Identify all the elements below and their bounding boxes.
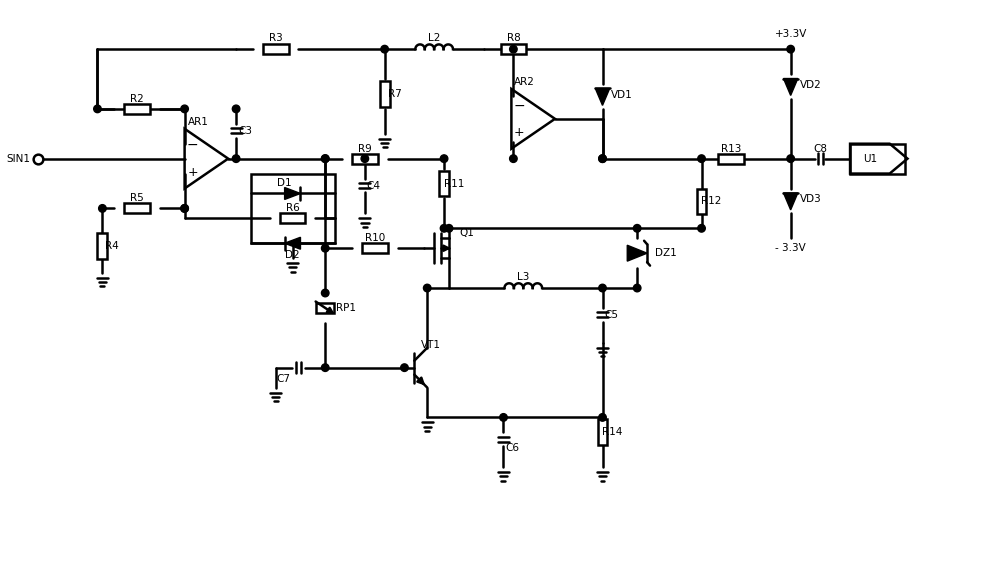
Text: +: + bbox=[187, 166, 198, 179]
Bar bbox=[124, 203, 150, 213]
Text: −: − bbox=[514, 98, 525, 112]
Circle shape bbox=[321, 155, 329, 162]
Circle shape bbox=[181, 205, 188, 212]
Circle shape bbox=[381, 45, 388, 53]
Circle shape bbox=[440, 155, 448, 162]
Polygon shape bbox=[285, 238, 300, 249]
Circle shape bbox=[698, 155, 705, 162]
Bar bbox=[97, 233, 107, 259]
Text: VT1: VT1 bbox=[421, 340, 441, 350]
Text: D1: D1 bbox=[277, 178, 292, 188]
Circle shape bbox=[321, 289, 329, 297]
Text: SIN1: SIN1 bbox=[6, 153, 30, 163]
Circle shape bbox=[99, 205, 106, 212]
Text: R10: R10 bbox=[365, 233, 385, 243]
Text: R4: R4 bbox=[105, 241, 119, 251]
Bar bbox=[718, 153, 744, 163]
Text: C6: C6 bbox=[505, 443, 519, 453]
Circle shape bbox=[787, 155, 794, 162]
Circle shape bbox=[232, 155, 240, 162]
Circle shape bbox=[361, 155, 369, 162]
Text: VD2: VD2 bbox=[800, 80, 821, 90]
Bar bbox=[124, 104, 150, 114]
Text: +3.3V: +3.3V bbox=[774, 29, 807, 39]
Text: L3: L3 bbox=[517, 272, 529, 282]
Polygon shape bbox=[783, 79, 798, 95]
Text: RP1: RP1 bbox=[336, 303, 356, 313]
Text: R12: R12 bbox=[701, 196, 722, 206]
Circle shape bbox=[633, 284, 641, 292]
Text: Q1: Q1 bbox=[459, 228, 474, 238]
Bar bbox=[316, 303, 334, 313]
Text: AR1: AR1 bbox=[188, 117, 208, 127]
Text: C8: C8 bbox=[813, 143, 827, 153]
Circle shape bbox=[510, 155, 517, 162]
Text: - 3.3V: - 3.3V bbox=[775, 243, 806, 253]
Circle shape bbox=[510, 45, 517, 53]
Circle shape bbox=[232, 105, 240, 113]
Circle shape bbox=[633, 225, 641, 232]
Circle shape bbox=[321, 245, 329, 252]
Bar bbox=[251, 173, 335, 243]
Text: R8: R8 bbox=[507, 33, 520, 43]
Text: R13: R13 bbox=[721, 143, 741, 153]
Text: VD1: VD1 bbox=[611, 90, 633, 100]
Text: C7: C7 bbox=[277, 373, 291, 383]
Circle shape bbox=[500, 413, 507, 421]
Bar bbox=[280, 213, 305, 223]
Text: C4: C4 bbox=[367, 181, 381, 191]
Circle shape bbox=[599, 284, 606, 292]
Bar bbox=[352, 153, 378, 163]
Circle shape bbox=[181, 205, 188, 212]
Bar bbox=[850, 143, 905, 173]
Circle shape bbox=[321, 155, 329, 162]
Text: L2: L2 bbox=[428, 33, 440, 43]
Text: U1: U1 bbox=[863, 153, 877, 163]
Polygon shape bbox=[285, 188, 300, 199]
Circle shape bbox=[401, 364, 408, 372]
Text: +: + bbox=[514, 126, 525, 139]
Circle shape bbox=[423, 284, 431, 292]
Circle shape bbox=[599, 413, 606, 421]
Bar bbox=[362, 243, 388, 253]
Text: R6: R6 bbox=[286, 203, 299, 213]
Bar bbox=[439, 171, 449, 196]
Circle shape bbox=[445, 225, 453, 232]
Text: C5: C5 bbox=[604, 310, 618, 320]
Circle shape bbox=[94, 105, 101, 113]
Bar bbox=[598, 419, 607, 445]
Bar bbox=[697, 189, 706, 215]
Text: C3: C3 bbox=[238, 126, 252, 136]
Text: R14: R14 bbox=[602, 427, 623, 437]
Text: R2: R2 bbox=[130, 94, 144, 104]
Circle shape bbox=[181, 105, 188, 113]
Circle shape bbox=[599, 155, 606, 162]
Text: R9: R9 bbox=[358, 143, 372, 153]
Bar bbox=[501, 44, 526, 54]
Text: R11: R11 bbox=[444, 179, 464, 189]
Bar bbox=[263, 44, 289, 54]
Circle shape bbox=[698, 225, 705, 232]
Text: R5: R5 bbox=[130, 193, 144, 203]
Circle shape bbox=[787, 45, 794, 53]
Text: AR2: AR2 bbox=[514, 77, 535, 87]
Polygon shape bbox=[783, 193, 798, 210]
Bar bbox=[380, 81, 390, 107]
Polygon shape bbox=[595, 88, 610, 105]
Text: R3: R3 bbox=[269, 33, 283, 43]
Polygon shape bbox=[627, 245, 647, 261]
Text: D2: D2 bbox=[285, 250, 300, 260]
Circle shape bbox=[440, 225, 448, 232]
Circle shape bbox=[599, 155, 606, 162]
Text: DZ1: DZ1 bbox=[655, 248, 677, 258]
Text: VD3: VD3 bbox=[800, 195, 821, 205]
Text: R7: R7 bbox=[388, 89, 401, 99]
Circle shape bbox=[321, 364, 329, 372]
Text: −: − bbox=[187, 138, 198, 152]
